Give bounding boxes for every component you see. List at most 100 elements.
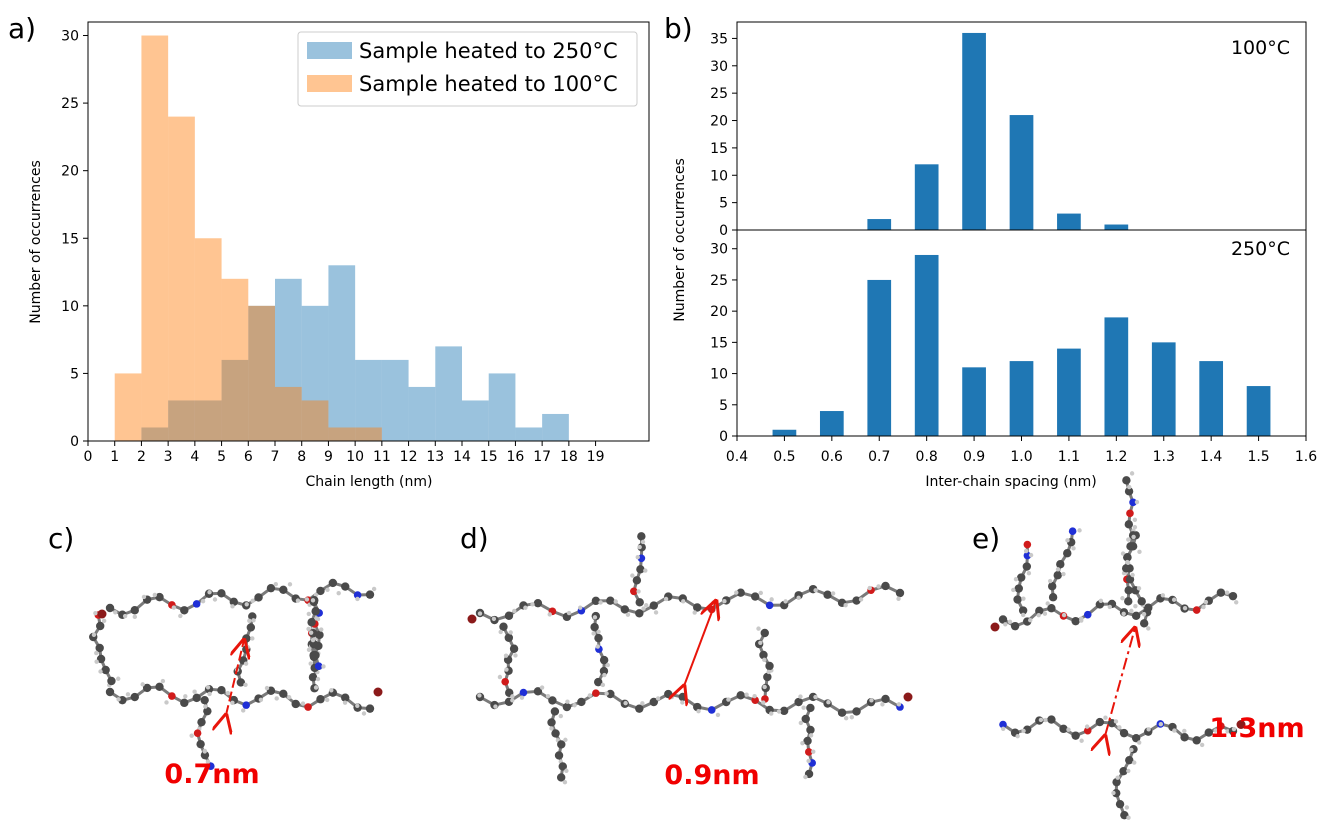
atom	[1123, 553, 1132, 562]
hydrogen-atom	[1126, 537, 1131, 542]
hydrogen-atom	[1066, 727, 1071, 732]
atom	[1047, 604, 1056, 613]
bar-250c	[408, 386, 436, 441]
hydrogen-atom	[1111, 790, 1116, 796]
spacing-arrow-d	[684, 601, 716, 686]
hydrogen-atom	[513, 653, 518, 658]
bar-250c	[168, 400, 195, 441]
hydrogen-atom	[801, 705, 806, 710]
panel-label-b: b)	[664, 12, 693, 45]
atom	[1129, 498, 1137, 507]
hydrogen-atom	[613, 599, 618, 604]
hydrogen-atom	[849, 715, 855, 720]
hydrogen-atom	[769, 597, 774, 602]
hydrogen-atom	[596, 629, 601, 634]
hydrogen-atom	[653, 610, 659, 615]
atom	[200, 695, 209, 705]
hydrogen-atom	[1013, 576, 1019, 582]
hydrogen-atom	[876, 584, 881, 589]
hydrogen-atom	[880, 702, 885, 707]
hydrogen-atom	[152, 592, 158, 598]
hydrogen-atom	[510, 694, 515, 699]
y-tick-label: 15	[710, 335, 728, 351]
hydrogen-atom	[1121, 611, 1126, 616]
hydrogen-atom	[547, 612, 552, 617]
atom	[751, 696, 759, 704]
atom	[1124, 586, 1133, 595]
atom	[311, 651, 320, 660]
x-tick-label: 10	[346, 449, 364, 465]
hydrogen-atom	[1120, 596, 1125, 601]
atom	[557, 740, 566, 749]
atom	[803, 736, 812, 746]
atom	[1017, 573, 1026, 582]
hydrogen-atom	[630, 573, 635, 578]
atom	[1083, 726, 1092, 735]
atom	[207, 762, 215, 770]
hydrogen-atom	[245, 644, 250, 650]
hydrogen-atom	[207, 691, 212, 697]
hydrogen-atom	[200, 599, 206, 604]
y-tick-label: 20	[710, 114, 728, 130]
hydrogen-atom	[641, 606, 646, 611]
hydrogen-atom	[758, 640, 763, 645]
bar	[1104, 224, 1129, 230]
atom	[1139, 619, 1149, 628]
hydrogen-atom	[336, 590, 341, 596]
hydrogen-atom	[1201, 604, 1206, 610]
hydrogen-atom	[1171, 597, 1177, 602]
hydrogen-atom	[591, 631, 596, 636]
atom	[1095, 717, 1105, 727]
legend-label: Sample heated to 250°C	[359, 39, 618, 63]
hydrogen-atom	[752, 693, 757, 699]
atom	[180, 606, 189, 615]
hydrogen-atom	[605, 662, 610, 668]
atom	[1137, 597, 1146, 606]
bar-250c	[194, 400, 222, 441]
hydrogen-atom	[692, 610, 697, 615]
atom	[1124, 520, 1134, 529]
hydrogen-atom	[769, 711, 774, 716]
atom	[635, 704, 644, 713]
y-tick-label: 5	[719, 398, 728, 414]
atom	[1071, 616, 1080, 626]
hydrogen-atom	[1077, 528, 1082, 533]
atom	[558, 762, 567, 771]
chart-a-histogram: 0 1 2 3 4 5 6 7 8 9 10 11 12 13 14 15 16 17 18 190510152025…	[61, 21, 650, 465]
bar-100c	[301, 400, 329, 441]
hydrogen-atom	[800, 740, 805, 746]
y-tick-label: 25	[710, 86, 728, 102]
hydrogen-atom	[1134, 499, 1140, 505]
bar	[819, 411, 844, 436]
hydrogen-atom	[843, 715, 849, 721]
hydrogen-atom	[744, 692, 749, 697]
hydrogen-atom	[640, 701, 645, 706]
atom	[649, 601, 658, 610]
bar-250c	[381, 359, 409, 441]
hydrogen-atom	[1003, 622, 1008, 627]
atom	[1180, 733, 1189, 742]
hydrogen-atom	[1141, 611, 1147, 617]
atom	[551, 729, 560, 738]
y-tick-label: 25	[61, 96, 79, 112]
atom	[630, 587, 638, 596]
atom	[1122, 476, 1131, 485]
hydrogen-atom	[230, 604, 235, 609]
x-tick-label: 9	[324, 449, 333, 465]
atom	[765, 601, 774, 610]
x-tick-label: 1.4	[1200, 449, 1222, 465]
atom	[279, 689, 288, 699]
x-tick-label: 0.8	[916, 449, 938, 465]
hydrogen-atom	[1098, 598, 1104, 604]
y-tick-label: 25	[710, 273, 728, 289]
atom	[599, 655, 609, 665]
molecule-c-structure	[89, 578, 383, 770]
atom	[304, 703, 312, 711]
hydrogen-atom	[1231, 726, 1237, 732]
hydrogen-atom	[808, 733, 814, 738]
hydrogen-atom	[1124, 805, 1130, 810]
hydrogen-atom	[189, 733, 194, 738]
x-tick-label: 0.5	[773, 449, 795, 465]
atom	[1228, 591, 1238, 601]
